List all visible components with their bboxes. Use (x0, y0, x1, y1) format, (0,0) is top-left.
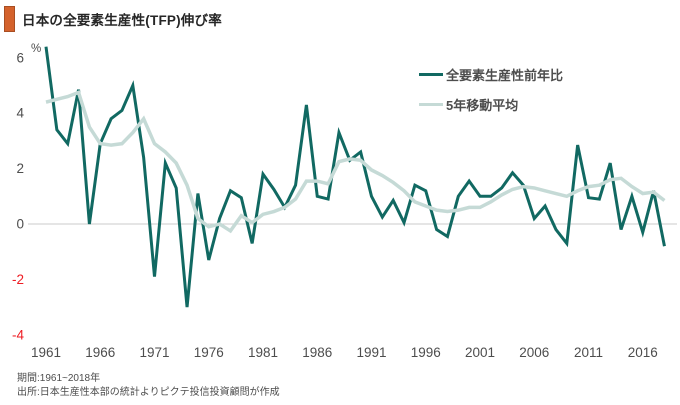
svg-text:1961: 1961 (31, 345, 61, 360)
svg-text:1986: 1986 (302, 345, 332, 360)
legend-item-tfp-yoy: 全要素生産性前年比 (419, 66, 563, 83)
svg-text:0: 0 (16, 217, 24, 232)
source-note: 出所:日本生産性本部の統計よりピクテ投信投資顧問が作成 (17, 386, 280, 398)
svg-text:-4: -4 (12, 327, 24, 342)
tfp-yoy-legend-label: 全要素生産性前年比 (446, 68, 564, 83)
svg-text:1976: 1976 (194, 345, 224, 360)
five-year-ma-legend-label: 5年移動平均 (446, 98, 519, 113)
svg-text:4: 4 (16, 106, 24, 121)
svg-text:1991: 1991 (356, 345, 386, 360)
chart-footnotes: 期間:1961~2018年 出所:日本生産性本部の統計よりピクテ投信投資顧問が作… (17, 372, 280, 399)
tfp-yoy-line-swatch (419, 73, 443, 76)
svg-text:2006: 2006 (519, 345, 549, 360)
svg-text:6: 6 (16, 50, 24, 65)
title-accent-bar (4, 6, 15, 32)
svg-text:2001: 2001 (465, 345, 495, 360)
svg-text:2011: 2011 (574, 345, 603, 360)
svg-text:1981: 1981 (248, 345, 278, 360)
period-note: 期間:1961~2018年 (17, 373, 101, 384)
svg-text:1966: 1966 (85, 345, 115, 360)
svg-text:1971: 1971 (139, 345, 169, 360)
svg-text:1996: 1996 (411, 345, 441, 360)
chart-header: 日本の全要素生産性(TFP)伸び率 (4, 6, 222, 32)
svg-text:2: 2 (16, 161, 24, 176)
svg-text:%: % (31, 43, 41, 55)
chart-legend: 全要素生産性前年比 5年移動平均 (419, 66, 563, 126)
legend-item-5yr-ma: 5年移動平均 (419, 96, 563, 113)
svg-text:2016: 2016 (628, 345, 658, 360)
five-year-ma-line-swatch (419, 103, 443, 106)
chart-title: 日本の全要素生産性(TFP)伸び率 (22, 13, 222, 28)
svg-text:-2: -2 (12, 272, 24, 287)
